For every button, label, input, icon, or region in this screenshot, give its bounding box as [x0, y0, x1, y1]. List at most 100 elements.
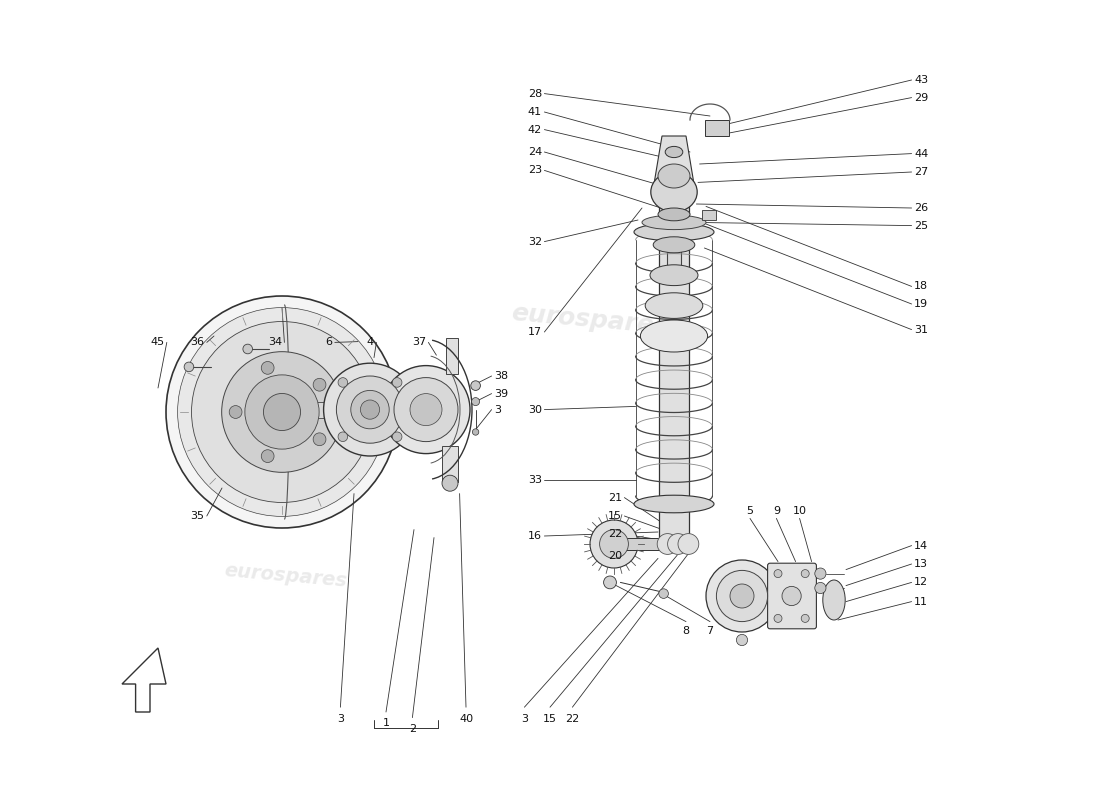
Ellipse shape: [646, 293, 703, 318]
Text: 43: 43: [914, 75, 928, 85]
Circle shape: [323, 363, 417, 456]
Text: 17: 17: [528, 327, 542, 337]
Circle shape: [394, 378, 458, 442]
Ellipse shape: [651, 172, 697, 212]
Circle shape: [442, 475, 458, 491]
Ellipse shape: [640, 320, 707, 352]
Circle shape: [410, 394, 442, 426]
Circle shape: [604, 576, 616, 589]
Text: 1: 1: [383, 718, 389, 728]
Ellipse shape: [823, 580, 845, 620]
Circle shape: [382, 366, 470, 454]
Polygon shape: [446, 338, 458, 374]
Polygon shape: [654, 136, 694, 184]
Ellipse shape: [658, 208, 690, 221]
Circle shape: [262, 362, 274, 374]
Text: 9: 9: [773, 506, 780, 516]
Circle shape: [657, 534, 678, 554]
Ellipse shape: [658, 164, 690, 188]
Circle shape: [337, 376, 404, 443]
Text: 27: 27: [914, 167, 928, 177]
Polygon shape: [122, 648, 166, 712]
Circle shape: [177, 308, 386, 517]
Circle shape: [471, 381, 481, 390]
Circle shape: [338, 432, 348, 442]
Text: 34: 34: [268, 338, 282, 347]
Text: 32: 32: [528, 237, 542, 246]
Circle shape: [184, 362, 194, 372]
Circle shape: [338, 378, 348, 387]
Text: 38: 38: [494, 371, 508, 381]
Circle shape: [590, 520, 638, 568]
Text: 41: 41: [528, 107, 542, 117]
Text: 24: 24: [528, 147, 542, 157]
Circle shape: [782, 586, 801, 606]
Circle shape: [659, 589, 669, 598]
Bar: [286, 402, 362, 418]
Circle shape: [815, 582, 826, 594]
Polygon shape: [442, 446, 458, 482]
Text: 3: 3: [337, 714, 344, 723]
Text: 28: 28: [528, 89, 542, 98]
Circle shape: [774, 614, 782, 622]
Text: eurospares: eurospares: [510, 301, 670, 339]
Bar: [702, 210, 716, 220]
Text: 5: 5: [747, 506, 754, 516]
Circle shape: [472, 429, 478, 435]
Text: 42: 42: [528, 125, 542, 134]
Circle shape: [166, 296, 398, 528]
Text: 23: 23: [528, 166, 542, 175]
Circle shape: [472, 398, 480, 406]
Text: 22: 22: [565, 714, 580, 723]
Circle shape: [314, 378, 326, 391]
Text: 45: 45: [151, 338, 164, 347]
Bar: [705, 120, 729, 136]
Text: 20: 20: [608, 551, 622, 561]
Circle shape: [314, 433, 326, 446]
Circle shape: [716, 570, 768, 622]
Text: 15: 15: [543, 714, 557, 723]
Circle shape: [801, 570, 810, 578]
Text: 33: 33: [528, 475, 542, 485]
Ellipse shape: [642, 215, 706, 230]
Text: 16: 16: [528, 531, 542, 541]
Circle shape: [243, 344, 253, 354]
FancyBboxPatch shape: [768, 563, 816, 629]
Text: 15: 15: [608, 511, 622, 521]
Circle shape: [351, 390, 389, 429]
Circle shape: [730, 584, 754, 608]
Bar: [374, 402, 422, 418]
Text: 4: 4: [367, 338, 374, 347]
Text: 25: 25: [914, 221, 928, 230]
Bar: [659, 192, 690, 544]
Text: 40: 40: [459, 714, 473, 723]
Circle shape: [262, 450, 274, 462]
Text: 35: 35: [190, 511, 205, 521]
Circle shape: [393, 432, 402, 442]
Text: 30: 30: [528, 405, 542, 414]
Text: 39: 39: [494, 389, 508, 398]
Text: 10: 10: [793, 506, 806, 516]
Text: 13: 13: [914, 559, 928, 569]
Text: 31: 31: [914, 325, 928, 334]
Text: 3: 3: [494, 405, 501, 414]
Circle shape: [668, 534, 689, 554]
Circle shape: [736, 634, 748, 646]
Text: 18: 18: [914, 282, 928, 291]
Text: 12: 12: [914, 578, 928, 587]
Text: 14: 14: [914, 541, 928, 550]
Text: 6: 6: [326, 338, 332, 347]
Ellipse shape: [653, 237, 695, 253]
Circle shape: [245, 375, 319, 449]
Text: 3: 3: [521, 714, 528, 723]
Circle shape: [191, 322, 373, 502]
Circle shape: [361, 400, 379, 419]
Text: 26: 26: [914, 203, 928, 213]
Circle shape: [393, 378, 402, 387]
Text: 11: 11: [914, 597, 928, 606]
Bar: [626, 538, 668, 550]
Circle shape: [600, 530, 628, 558]
Text: 22: 22: [607, 530, 621, 539]
Circle shape: [229, 406, 242, 418]
Circle shape: [678, 534, 698, 554]
